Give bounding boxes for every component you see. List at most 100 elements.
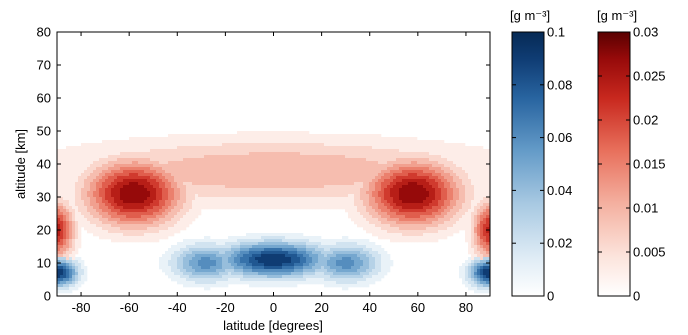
contour-cell xyxy=(66,278,70,282)
contour-cell xyxy=(363,158,367,162)
contour-cell xyxy=(123,170,127,174)
contour-cell xyxy=(192,272,196,276)
contour-cell xyxy=(78,173,82,177)
contour-cell xyxy=(381,248,385,252)
contour-cell xyxy=(411,155,415,159)
contour-cell xyxy=(120,182,124,186)
contour-cell xyxy=(405,140,409,144)
contour-cell xyxy=(336,140,340,144)
contour-cell xyxy=(267,248,271,252)
contour-cell xyxy=(144,149,148,153)
contour-cell xyxy=(357,182,361,186)
contour-cell xyxy=(147,170,151,174)
contour-cell xyxy=(339,137,343,141)
contour-cell xyxy=(129,194,133,198)
contour-cell xyxy=(180,140,184,144)
contour-cell xyxy=(75,194,79,198)
contour-cell xyxy=(240,275,244,279)
contour-cell xyxy=(255,242,259,246)
contour-cell xyxy=(108,200,112,204)
contour-cell xyxy=(285,149,289,153)
contour-cell xyxy=(393,230,397,234)
contour-cell xyxy=(183,176,187,180)
contour-cell xyxy=(213,203,217,207)
contour-cell xyxy=(192,257,196,261)
contour-cell xyxy=(321,254,325,258)
contour-cell xyxy=(225,281,229,285)
contour-cell xyxy=(213,146,217,150)
contour-cell xyxy=(90,227,94,231)
contour-cell xyxy=(69,287,73,291)
contour-cell xyxy=(87,152,91,156)
contour-cell xyxy=(372,251,376,255)
contour-cell xyxy=(177,224,181,228)
contour-cell xyxy=(276,137,280,141)
contour-cell xyxy=(168,140,172,144)
contour-cell xyxy=(318,251,322,255)
contour-cell xyxy=(372,137,376,141)
contour-cell xyxy=(219,152,223,156)
contour-cell xyxy=(231,200,235,204)
contour-cell xyxy=(258,173,262,177)
contour-cell xyxy=(84,164,88,168)
contour-cell xyxy=(309,194,313,198)
contour-cell xyxy=(192,251,196,255)
contour-cell xyxy=(387,269,391,273)
contour-cell xyxy=(249,137,253,141)
contour-cell xyxy=(123,155,127,159)
contour-cell xyxy=(303,254,307,258)
contour-cell xyxy=(237,188,241,192)
contour-cell xyxy=(78,167,82,171)
contour-cell xyxy=(327,152,331,156)
contour-cell xyxy=(153,218,157,222)
contour-cell xyxy=(72,152,76,156)
contour-cell xyxy=(390,161,394,165)
contour-cell xyxy=(276,164,280,168)
contour-cell xyxy=(192,137,196,141)
contour-cell xyxy=(354,239,358,243)
contour-cell xyxy=(81,149,85,153)
contour-cell xyxy=(264,137,268,141)
contour-cell xyxy=(330,149,334,153)
contour-cell xyxy=(69,263,73,267)
contour-cell xyxy=(60,269,64,273)
contour-cell xyxy=(345,242,349,246)
contour-cell xyxy=(309,179,313,183)
contour-cell xyxy=(399,230,403,234)
contour-cell xyxy=(318,137,322,141)
contour-cell xyxy=(291,257,295,261)
contour-cell xyxy=(141,209,145,213)
contour-cell xyxy=(336,203,340,207)
contour-cell xyxy=(75,275,79,279)
contour-cell xyxy=(324,188,328,192)
contour-cell xyxy=(165,224,169,228)
contour-cell xyxy=(87,215,91,219)
contour-cell xyxy=(213,266,217,270)
contour-cell xyxy=(234,164,238,168)
contour-cell xyxy=(411,209,415,213)
contour-cell xyxy=(216,164,220,168)
contour-cell xyxy=(342,161,346,165)
contour-cell xyxy=(216,179,220,183)
contour-cell xyxy=(345,197,349,201)
contour-cell xyxy=(75,287,79,291)
contour-cell xyxy=(306,200,310,204)
contour-cell xyxy=(315,179,319,183)
contour-cell xyxy=(276,155,280,159)
contour-cell xyxy=(117,209,121,213)
contour-cell xyxy=(312,254,316,258)
contour-cell xyxy=(309,251,313,255)
contour-cell xyxy=(132,233,136,237)
contour-cell xyxy=(138,203,142,207)
contour-cell xyxy=(270,197,274,201)
contour-cell xyxy=(411,185,415,189)
contour-cell xyxy=(153,164,157,168)
contour-cell xyxy=(324,278,328,282)
contour-cell xyxy=(411,200,415,204)
contour-cell xyxy=(282,263,286,267)
contour-cell xyxy=(66,284,70,288)
contour-cell xyxy=(114,209,118,213)
contour-cell xyxy=(381,185,385,189)
contour-cell xyxy=(360,257,364,261)
contour-cell xyxy=(258,152,262,156)
